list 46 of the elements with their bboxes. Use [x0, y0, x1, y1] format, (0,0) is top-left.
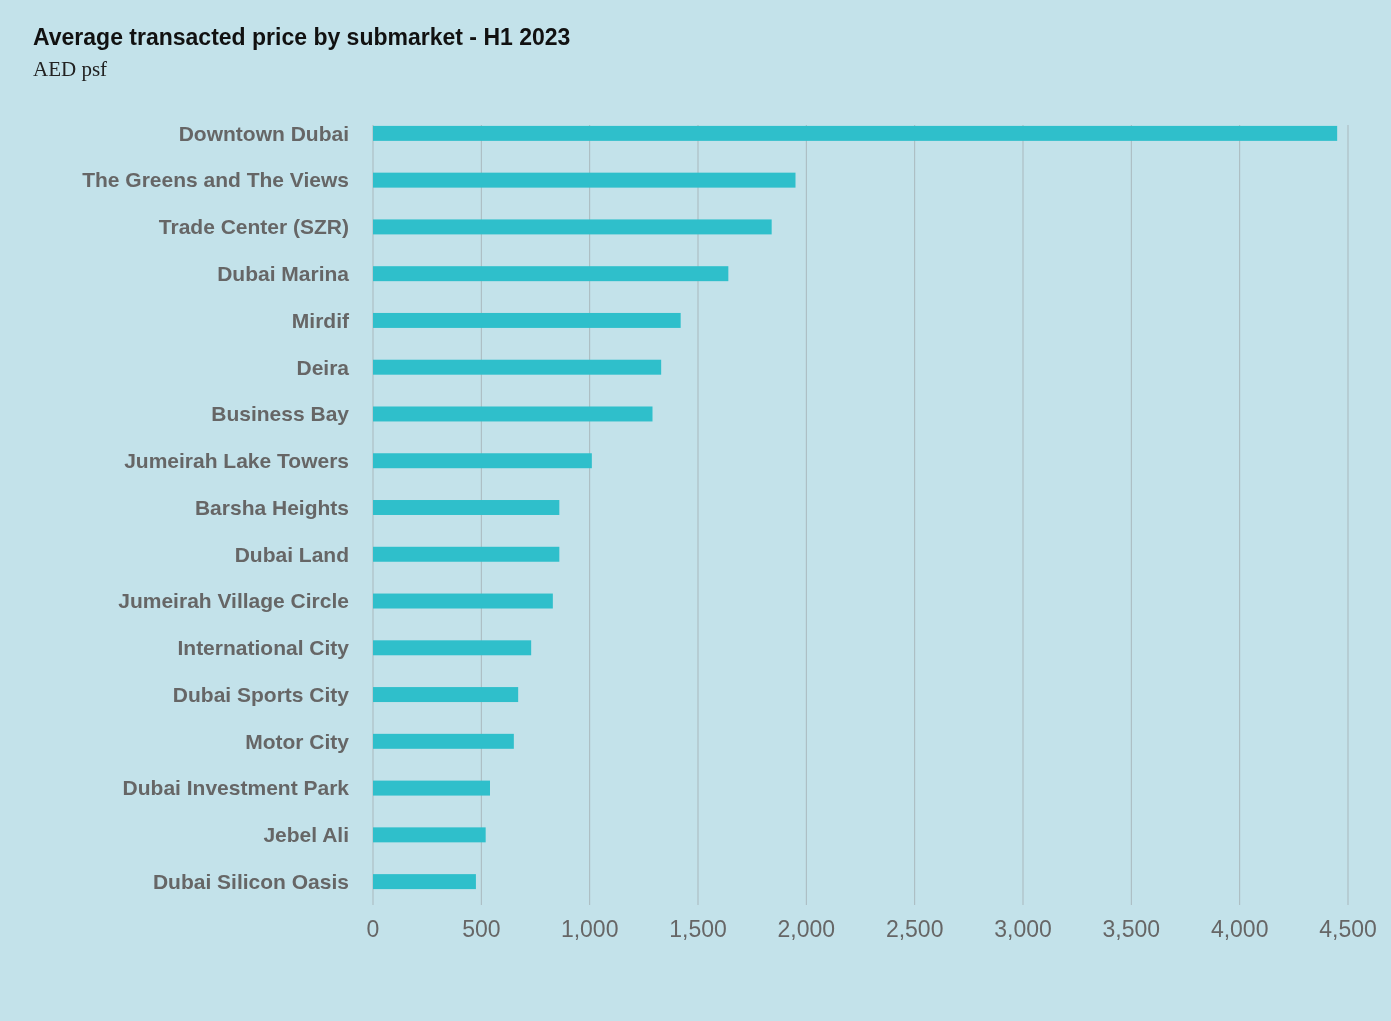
- y-tick-label: Dubai Land: [234, 542, 349, 566]
- bar: [373, 125, 1338, 141]
- y-tick-label: Mirdif: [291, 308, 351, 332]
- bar: [373, 593, 553, 609]
- bar: [373, 359, 662, 375]
- x-tick-label: 4,500: [1319, 916, 1377, 942]
- y-tick-label: International City: [177, 636, 350, 660]
- x-tick-label: 0: [366, 916, 380, 942]
- bar: [373, 219, 772, 235]
- bar: [373, 874, 476, 890]
- bar: [373, 500, 560, 515]
- y-tick-label: Jebel Ali: [263, 823, 349, 847]
- chart-title: Average transacted price by submarket - H1 2023: [33, 24, 571, 50]
- y-tick-label: Dubai Sports City: [172, 682, 350, 706]
- y-tick-label: Trade Center (SZR): [158, 215, 349, 239]
- y-tick-label: Deira: [296, 355, 350, 379]
- bar: [373, 546, 560, 562]
- y-tick-label: Jumeirah Lake Towers: [124, 449, 349, 473]
- y-tick-label: Motor City: [245, 729, 350, 753]
- y-tick-label: Dubai Investment Park: [122, 776, 350, 800]
- y-tick-label: Jumeirah Village Circle: [118, 589, 349, 613]
- x-tick-label: 3,500: [1102, 916, 1161, 942]
- y-tick-label: Business Bay: [211, 402, 350, 426]
- y-tick-label: Dubai Silicon Oasis: [152, 869, 349, 893]
- x-tick-label: 4,000: [1210, 916, 1269, 942]
- y-tick-label: Dubai Marina: [217, 262, 350, 286]
- y-tick-label: Barsha Heights: [194, 495, 349, 519]
- x-tick-label: 3,000: [994, 916, 1052, 942]
- bar: [373, 780, 490, 796]
- x-tick-label: 2,000: [777, 916, 836, 942]
- x-tick-label: 1,000: [560, 916, 619, 942]
- bar: [373, 733, 514, 749]
- bar: [373, 827, 486, 843]
- bar: [373, 640, 532, 656]
- text: AED psf: [33, 57, 108, 81]
- bar: [373, 406, 653, 422]
- x-tick-label: 500: [462, 916, 501, 942]
- x-tick-label: 1,500: [669, 916, 727, 942]
- bar: [373, 312, 681, 328]
- bar: [373, 453, 592, 469]
- bar: [373, 266, 729, 282]
- bar: [373, 687, 519, 703]
- y-tick-label: The Greens and The Views: [82, 168, 349, 192]
- y-tick-label: Downtown Dubai: [178, 121, 349, 145]
- bar: [373, 172, 796, 188]
- x-tick-label: 2,500: [885, 916, 944, 942]
